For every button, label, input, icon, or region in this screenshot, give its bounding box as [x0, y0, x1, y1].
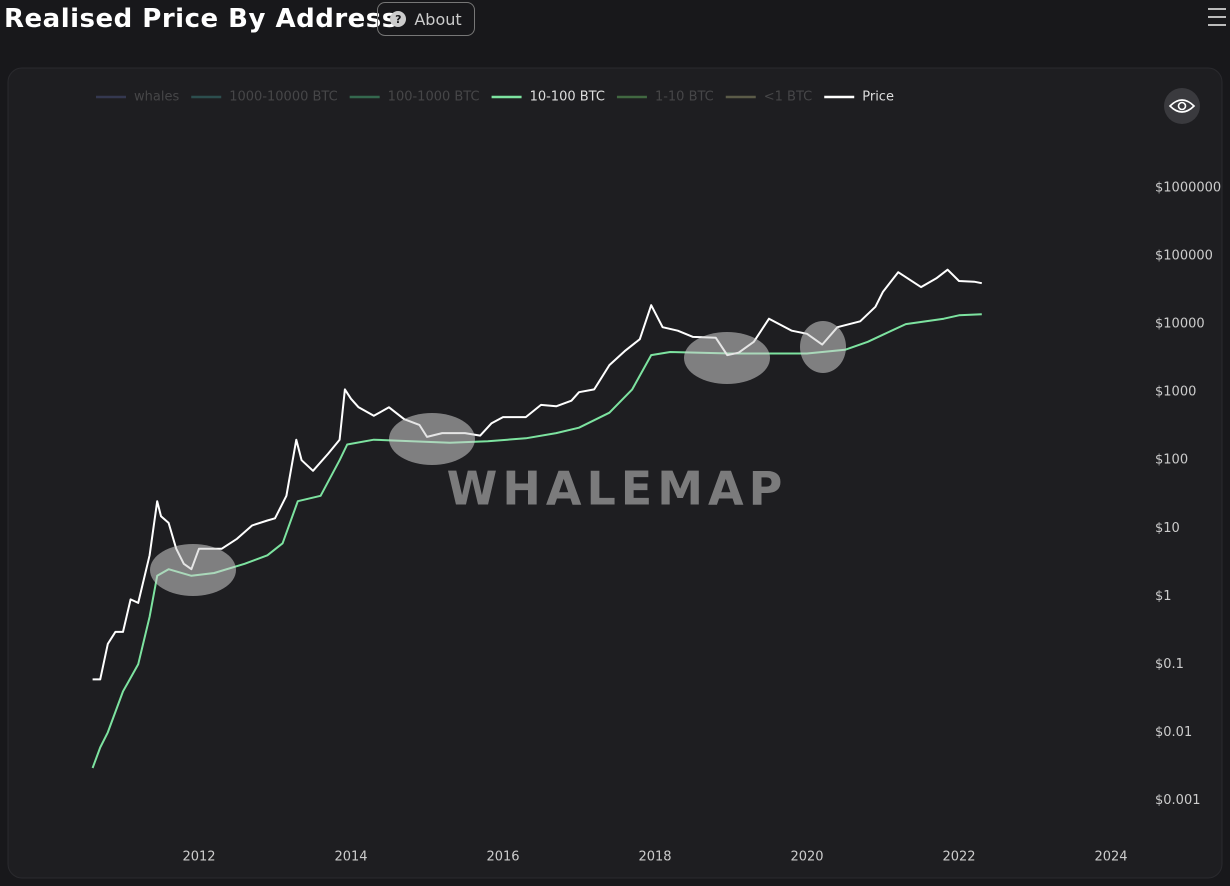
highlight	[800, 321, 846, 373]
y-tick-label: $0.01	[1155, 725, 1192, 740]
eye-icon	[1168, 99, 1196, 113]
watermark: WHALEMAP	[447, 462, 788, 516]
about-button[interactable]: ? About	[377, 2, 475, 36]
chart-panel	[7, 67, 1223, 879]
legend-label: Price	[862, 90, 894, 105]
y-tick-label: $10000	[1155, 317, 1205, 332]
legend-label: 100-1000 BTC	[388, 90, 480, 105]
x-tick-label: 2024	[1094, 850, 1127, 865]
about-label: About	[414, 9, 462, 29]
highlight	[389, 413, 475, 465]
y-tick-label: $10	[1155, 521, 1180, 536]
menu-button[interactable]	[1208, 8, 1226, 32]
highlight	[150, 544, 236, 596]
highlight	[684, 332, 770, 384]
legend-label: whales	[134, 90, 179, 105]
y-tick-label: $0.1	[1155, 657, 1184, 672]
y-tick-label: $100000	[1155, 249, 1213, 264]
page-title: Realised Price By Address	[4, 4, 398, 34]
x-tick-label: 2022	[942, 850, 975, 865]
y-tick-label: $0.001	[1155, 793, 1201, 808]
visibility-toggle[interactable]	[1164, 88, 1200, 124]
y-tick-label: $1	[1155, 589, 1172, 604]
help-icon: ?	[390, 11, 407, 27]
eye-pupil	[1177, 101, 1187, 111]
legend-label: 1000-10000 BTC	[229, 90, 337, 105]
x-tick-label: 2020	[790, 850, 823, 865]
legend-label: 1-10 BTC	[655, 90, 714, 105]
x-tick-label: 2012	[182, 850, 215, 865]
y-tick-label: $1000	[1155, 385, 1196, 400]
y-tick-label: $100	[1155, 453, 1188, 468]
legend-label: 10-100 BTC	[530, 90, 605, 105]
legend-label: <1 BTC	[764, 90, 812, 105]
x-tick-label: 2016	[486, 850, 519, 865]
y-tick-label: $1000000	[1155, 181, 1221, 196]
x-tick-label: 2014	[334, 850, 367, 865]
x-tick-label: 2018	[638, 850, 671, 865]
